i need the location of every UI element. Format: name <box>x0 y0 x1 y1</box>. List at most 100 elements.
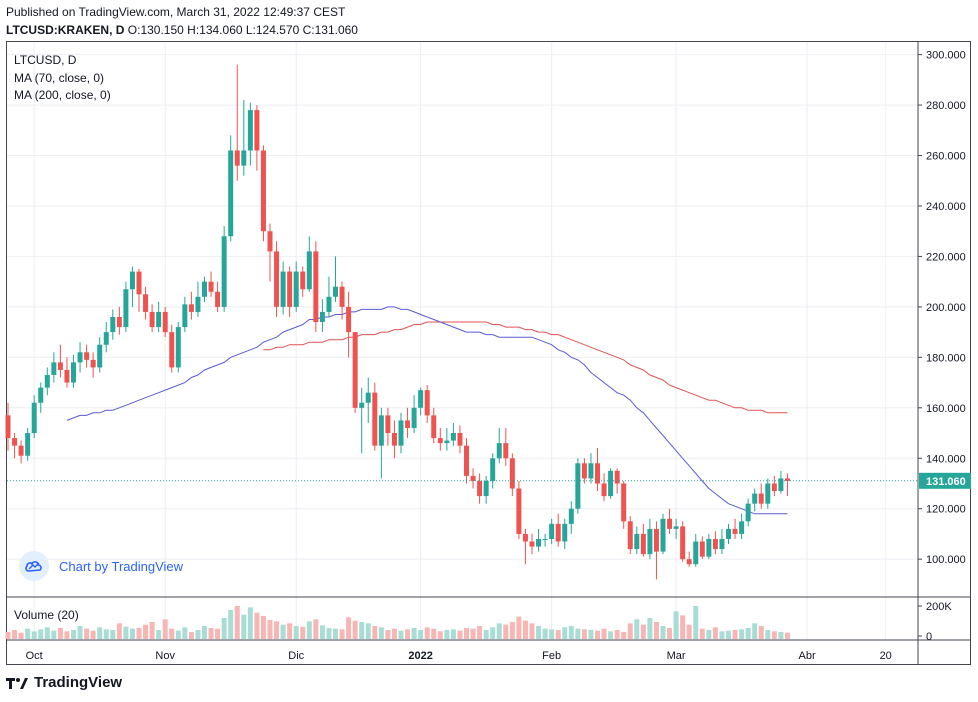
volume-bar <box>228 610 234 639</box>
volume-bar <box>25 628 31 639</box>
candle-body <box>162 311 168 333</box>
watermark[interactable]: Chart by TradingView <box>19 551 209 581</box>
candle-body <box>287 271 293 307</box>
candle-body <box>71 362 76 383</box>
candle-body <box>97 344 103 368</box>
volume-bar <box>575 628 581 639</box>
volume-bar <box>712 627 718 639</box>
candle-body <box>529 541 535 547</box>
candle-body <box>51 362 57 375</box>
volume-bar <box>542 628 548 639</box>
candle-body <box>712 538 718 550</box>
x-tick-label: Oct <box>26 650 43 662</box>
x-tick-label: Dic <box>288 650 304 662</box>
candle-body <box>640 533 646 555</box>
candle-body <box>686 559 692 565</box>
volume-bar <box>464 628 469 639</box>
volume-bar <box>333 628 338 639</box>
volume-bar <box>771 631 777 639</box>
volume-bar <box>175 630 181 639</box>
volume-bar <box>280 624 286 639</box>
legend-volume[interactable]: Volume (20) <box>14 608 79 622</box>
volume-bar <box>90 630 96 639</box>
candle-body <box>444 440 450 444</box>
cloud-icon <box>19 551 49 581</box>
volume-bar <box>352 620 358 639</box>
volume-bar <box>418 630 424 639</box>
candle-body <box>431 415 437 439</box>
y-tick-label: 200.000 <box>926 302 966 314</box>
volume-bar <box>313 619 319 639</box>
candle-body <box>391 433 397 446</box>
candle-body <box>280 271 286 307</box>
candle-body <box>483 480 489 497</box>
volume-bar <box>64 631 70 639</box>
volume-bar <box>300 626 306 639</box>
candle-body <box>175 327 181 368</box>
volume-bar <box>667 628 673 639</box>
volume-bar <box>732 630 738 639</box>
volume-bar <box>673 611 679 639</box>
volume-bar <box>784 632 790 639</box>
candle-body <box>424 390 430 416</box>
candle-body <box>221 236 227 307</box>
volume-bar <box>71 630 76 639</box>
volume-bar <box>136 628 142 639</box>
candle-body <box>653 528 659 552</box>
candle-body <box>562 523 568 542</box>
volume-bar <box>726 630 731 639</box>
candle-body <box>699 541 705 557</box>
volume-bar <box>129 628 135 639</box>
candle-body <box>169 332 175 368</box>
candle-body <box>536 538 542 547</box>
y-tick-label: 140.000 <box>926 453 966 465</box>
volume-bar <box>156 630 162 639</box>
volume-bar <box>274 621 280 639</box>
volume-bar <box>202 626 207 639</box>
volume-bar <box>483 630 489 639</box>
watermark-text[interactable]: Chart by TradingView <box>59 558 184 574</box>
volume-bar <box>693 606 699 639</box>
candle-body <box>319 311 325 323</box>
candle-body <box>241 150 247 166</box>
candle-body <box>182 304 188 328</box>
candle-body <box>464 445 469 476</box>
volume-bar <box>319 625 325 639</box>
volume-bar <box>326 628 332 639</box>
volume-bar <box>522 620 528 639</box>
y-tick-label: 100.000 <box>926 554 966 566</box>
volume-bar <box>752 623 758 639</box>
volume-bar <box>169 628 175 639</box>
ma70-path <box>66 306 788 515</box>
candle-body <box>680 526 686 560</box>
volume-bar <box>555 630 561 639</box>
candle-body <box>418 390 424 408</box>
candle-body <box>260 150 266 232</box>
legend-ma200[interactable]: MA (200, close, 0) <box>14 88 111 102</box>
candle-body <box>84 352 90 360</box>
ohlc-values: O:130.150 H:134.060 L:124.570 C:131.060 <box>127 23 358 37</box>
x-tick-label: 2022 <box>408 650 432 662</box>
volume-bar <box>182 627 188 639</box>
candle-body <box>542 538 548 540</box>
volume-bar <box>306 621 312 639</box>
candle-body <box>156 311 162 328</box>
candle-body <box>202 281 207 297</box>
candle-body <box>634 533 640 550</box>
candle-body <box>614 470 620 484</box>
footer-logo[interactable]: TradingView <box>6 674 122 691</box>
volume-bar <box>247 607 253 639</box>
candle-body <box>765 483 771 504</box>
volume-bar <box>470 628 476 639</box>
volume-bar <box>57 628 63 639</box>
candle-body <box>208 281 214 292</box>
volume-bar <box>84 628 90 639</box>
candle-body <box>693 541 699 565</box>
legend-ma70[interactable]: MA (70, close, 0) <box>14 71 105 85</box>
volume-bar <box>653 622 659 639</box>
volume-bar <box>405 629 411 639</box>
volume-bar <box>529 623 535 639</box>
x-tick-label: 20 <box>880 650 892 662</box>
volume-bar <box>562 627 568 639</box>
